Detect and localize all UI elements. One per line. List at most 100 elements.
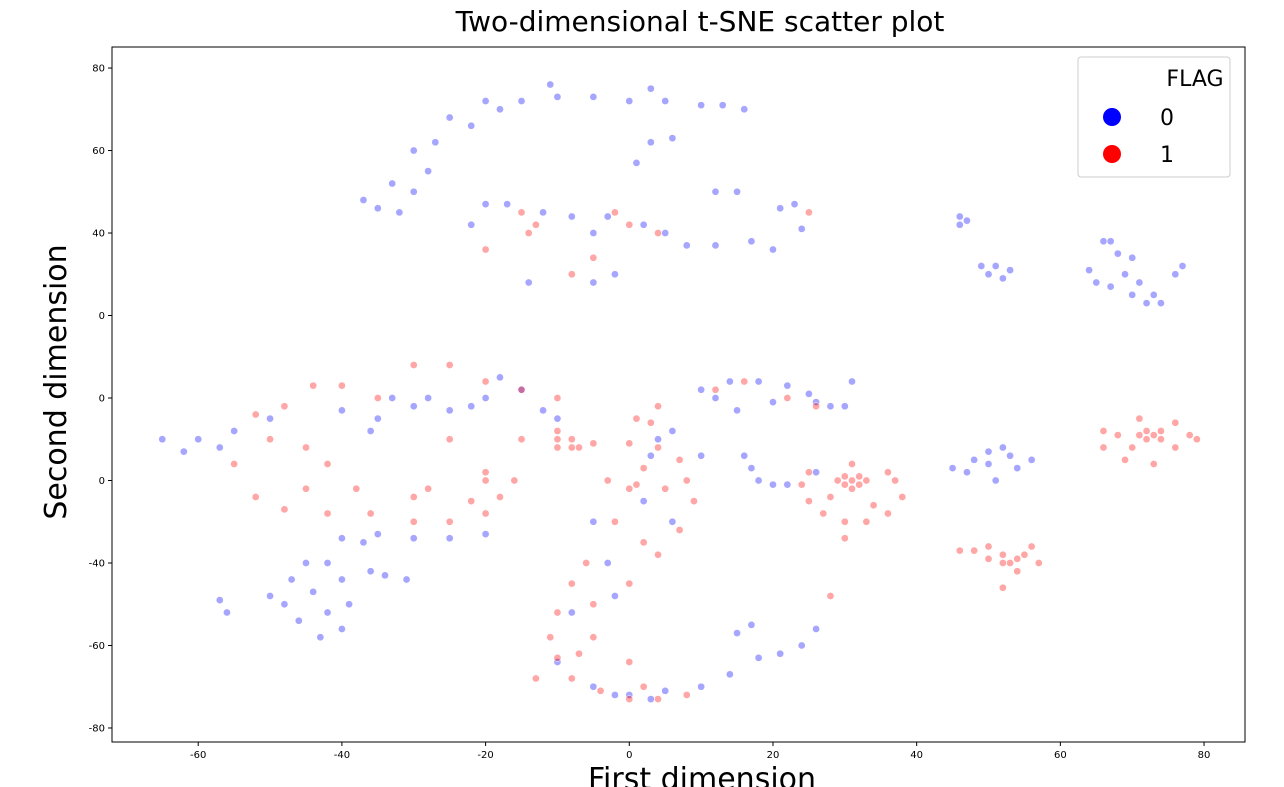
point (302, 559, 310, 567)
point (366, 567, 375, 576)
point (589, 600, 598, 609)
point (1142, 299, 1151, 307)
point (445, 517, 454, 526)
legend-marker (1103, 145, 1121, 163)
point (984, 460, 993, 468)
point (316, 633, 325, 642)
point (747, 464, 756, 472)
point (625, 439, 634, 448)
point (589, 278, 598, 287)
point (409, 517, 418, 526)
y-axis-label: Second dimension (39, 244, 74, 519)
point (402, 575, 411, 584)
point (661, 484, 670, 493)
point (1128, 291, 1137, 299)
point (230, 460, 238, 468)
point (546, 633, 555, 642)
point (840, 402, 849, 411)
point (532, 220, 540, 229)
x-tick-label: 80 (1198, 750, 1211, 761)
point (984, 555, 993, 563)
point (445, 534, 454, 543)
point (1128, 443, 1137, 452)
point (553, 93, 562, 101)
point (646, 84, 655, 93)
point (948, 464, 957, 472)
point (1157, 299, 1165, 307)
point (840, 480, 849, 489)
legend-label: 1 (1160, 143, 1174, 168)
point (682, 476, 691, 485)
y-tick-label: 0 (99, 476, 105, 487)
point (603, 212, 612, 221)
x-tick-label: 20 (767, 750, 780, 761)
point (1006, 266, 1014, 274)
point (524, 229, 533, 237)
point (567, 579, 576, 588)
x-tick-label: 40 (910, 750, 923, 761)
point (675, 456, 684, 464)
point (373, 204, 382, 213)
point (654, 229, 662, 237)
point (840, 534, 849, 543)
point (302, 484, 310, 493)
point (553, 414, 562, 423)
point (754, 377, 763, 386)
point (445, 361, 454, 369)
point (740, 377, 749, 386)
point (855, 472, 864, 481)
point (661, 97, 670, 105)
point (848, 476, 856, 485)
point (1171, 270, 1180, 279)
point (1106, 237, 1115, 246)
point (1121, 270, 1129, 279)
point (826, 592, 835, 600)
point (991, 476, 1000, 485)
point (1157, 427, 1165, 435)
point (697, 385, 705, 394)
plot-area (158, 80, 1201, 703)
point (424, 167, 432, 176)
point (1128, 253, 1137, 262)
point (1013, 567, 1022, 576)
point (955, 212, 964, 221)
point (481, 377, 490, 386)
point (481, 468, 490, 477)
point (661, 687, 670, 695)
point (496, 373, 504, 382)
point (553, 658, 562, 666)
point (467, 402, 476, 411)
point (1149, 431, 1158, 439)
point (884, 509, 892, 518)
point (999, 274, 1007, 283)
point (280, 505, 289, 514)
point (366, 509, 375, 518)
point (1171, 418, 1180, 427)
point (632, 159, 641, 167)
point (1171, 443, 1180, 452)
point (668, 517, 677, 526)
point (955, 220, 964, 229)
point (840, 472, 849, 481)
point (1006, 451, 1014, 460)
point (553, 427, 562, 435)
point (733, 629, 741, 637)
point (503, 200, 511, 208)
point (999, 550, 1007, 559)
point (158, 435, 167, 444)
point (654, 402, 662, 411)
point (754, 654, 763, 662)
point (352, 484, 361, 493)
x-tick-label: -40 (334, 750, 350, 761)
point (359, 538, 368, 547)
point (862, 517, 871, 526)
point (445, 435, 454, 444)
point (575, 649, 583, 658)
point (812, 625, 820, 633)
point (1106, 282, 1115, 291)
point (654, 443, 662, 452)
point (524, 278, 533, 287)
point (999, 583, 1007, 592)
point (481, 530, 490, 538)
